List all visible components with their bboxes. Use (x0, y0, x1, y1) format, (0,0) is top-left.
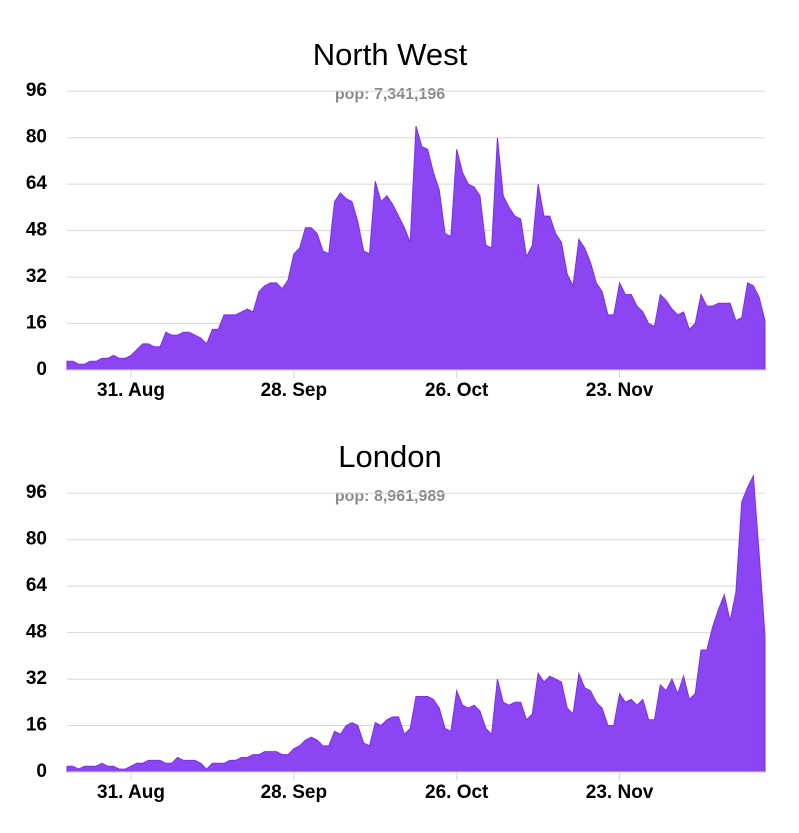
y-tick-label: 0 (36, 761, 47, 782)
y-tick-label: 16 (26, 715, 47, 736)
y-tick-label: 0 (36, 359, 47, 380)
y-tick-label: 64 (26, 575, 48, 596)
y-tick-label: 96 (26, 80, 47, 101)
y-tick-label: 32 (26, 668, 47, 689)
y-tick-label: 48 (26, 220, 47, 241)
y-tick-label: 80 (26, 127, 47, 148)
y-tick-label: 96 (26, 482, 47, 503)
x-tick-label: 23. Nov (586, 380, 654, 401)
y-tick-label: 32 (26, 266, 47, 287)
chart-title: London (338, 439, 441, 474)
y-tick-label: 48 (26, 622, 47, 643)
y-tick-label: 80 (26, 529, 47, 550)
y-tick-label: 64 (26, 173, 48, 194)
x-tick-label: 26. Oct (425, 782, 489, 803)
x-tick-label: 26. Oct (425, 380, 489, 401)
y-tick-label: 16 (26, 313, 47, 334)
chart-subtitle: pop: 7,341,196 (335, 86, 445, 103)
x-tick-label: 31. Aug (97, 782, 165, 803)
x-tick-label: 28. Sep (261, 380, 328, 401)
x-tick-label: 23. Nov (586, 782, 654, 803)
area (66, 125, 766, 371)
x-tick-label: 31. Aug (97, 380, 165, 401)
x-tick-label: 28. Sep (261, 782, 328, 803)
chart-subtitle: pop: 8,961,989 (335, 488, 445, 505)
chart-title: North West (313, 37, 468, 72)
area (66, 473, 766, 773)
